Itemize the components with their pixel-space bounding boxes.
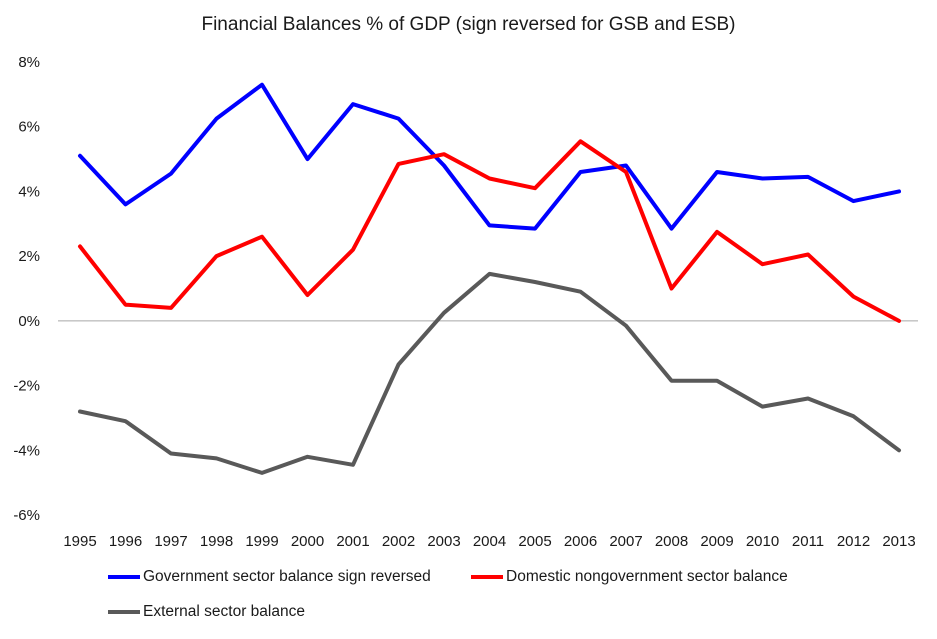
x-tick-label: 1996	[109, 533, 142, 550]
x-tick-label: 2009	[700, 533, 733, 550]
series-line-0	[78, 82, 901, 231]
x-tick-label: 2010	[746, 533, 779, 550]
x-tick-label: 2001	[336, 533, 369, 550]
x-axis-ticks: 1995 1996 1997 1998 1999 2000 2001 2002 2003 2004…	[63, 533, 915, 550]
series-line-1	[78, 139, 901, 323]
series-line-2	[78, 271, 901, 475]
chart-title: Financial Balances % of GDP (sign revers…	[201, 14, 736, 35]
series-lines	[78, 82, 901, 475]
y-tick-label: 2%	[18, 248, 40, 265]
y-tick-label: 6%	[18, 119, 40, 136]
x-tick-label: 2005	[518, 533, 551, 550]
x-tick-label: 1995	[63, 533, 96, 550]
y-tick-label: 8%	[18, 54, 40, 71]
x-tick-label: 1998	[200, 533, 233, 550]
x-tick-label: 2002	[382, 533, 415, 550]
y-tick-label: -2%	[13, 378, 40, 395]
x-tick-label: 1999	[245, 533, 278, 550]
x-tick-label: 2004	[473, 533, 506, 550]
x-tick-label: 2003	[427, 533, 460, 550]
y-tick-label: 4%	[18, 183, 40, 200]
x-tick-label: 2012	[837, 533, 870, 550]
x-tick-label: 2007	[609, 533, 642, 550]
x-tick-label: 2000	[291, 533, 324, 550]
x-tick-label: 2006	[564, 533, 597, 550]
y-tick-label: -6%	[13, 507, 40, 524]
x-tick-label: 2008	[655, 533, 688, 550]
x-tick-label: 2013	[882, 533, 915, 550]
y-tick-label: 0%	[18, 313, 40, 330]
x-tick-label: 1997	[154, 533, 187, 550]
y-tick-label: -4%	[13, 442, 40, 459]
y-axis-ticks: -6% -4% -2% 0% 2% 4% 6% 8%	[13, 54, 40, 524]
x-tick-label: 2011	[792, 533, 824, 550]
